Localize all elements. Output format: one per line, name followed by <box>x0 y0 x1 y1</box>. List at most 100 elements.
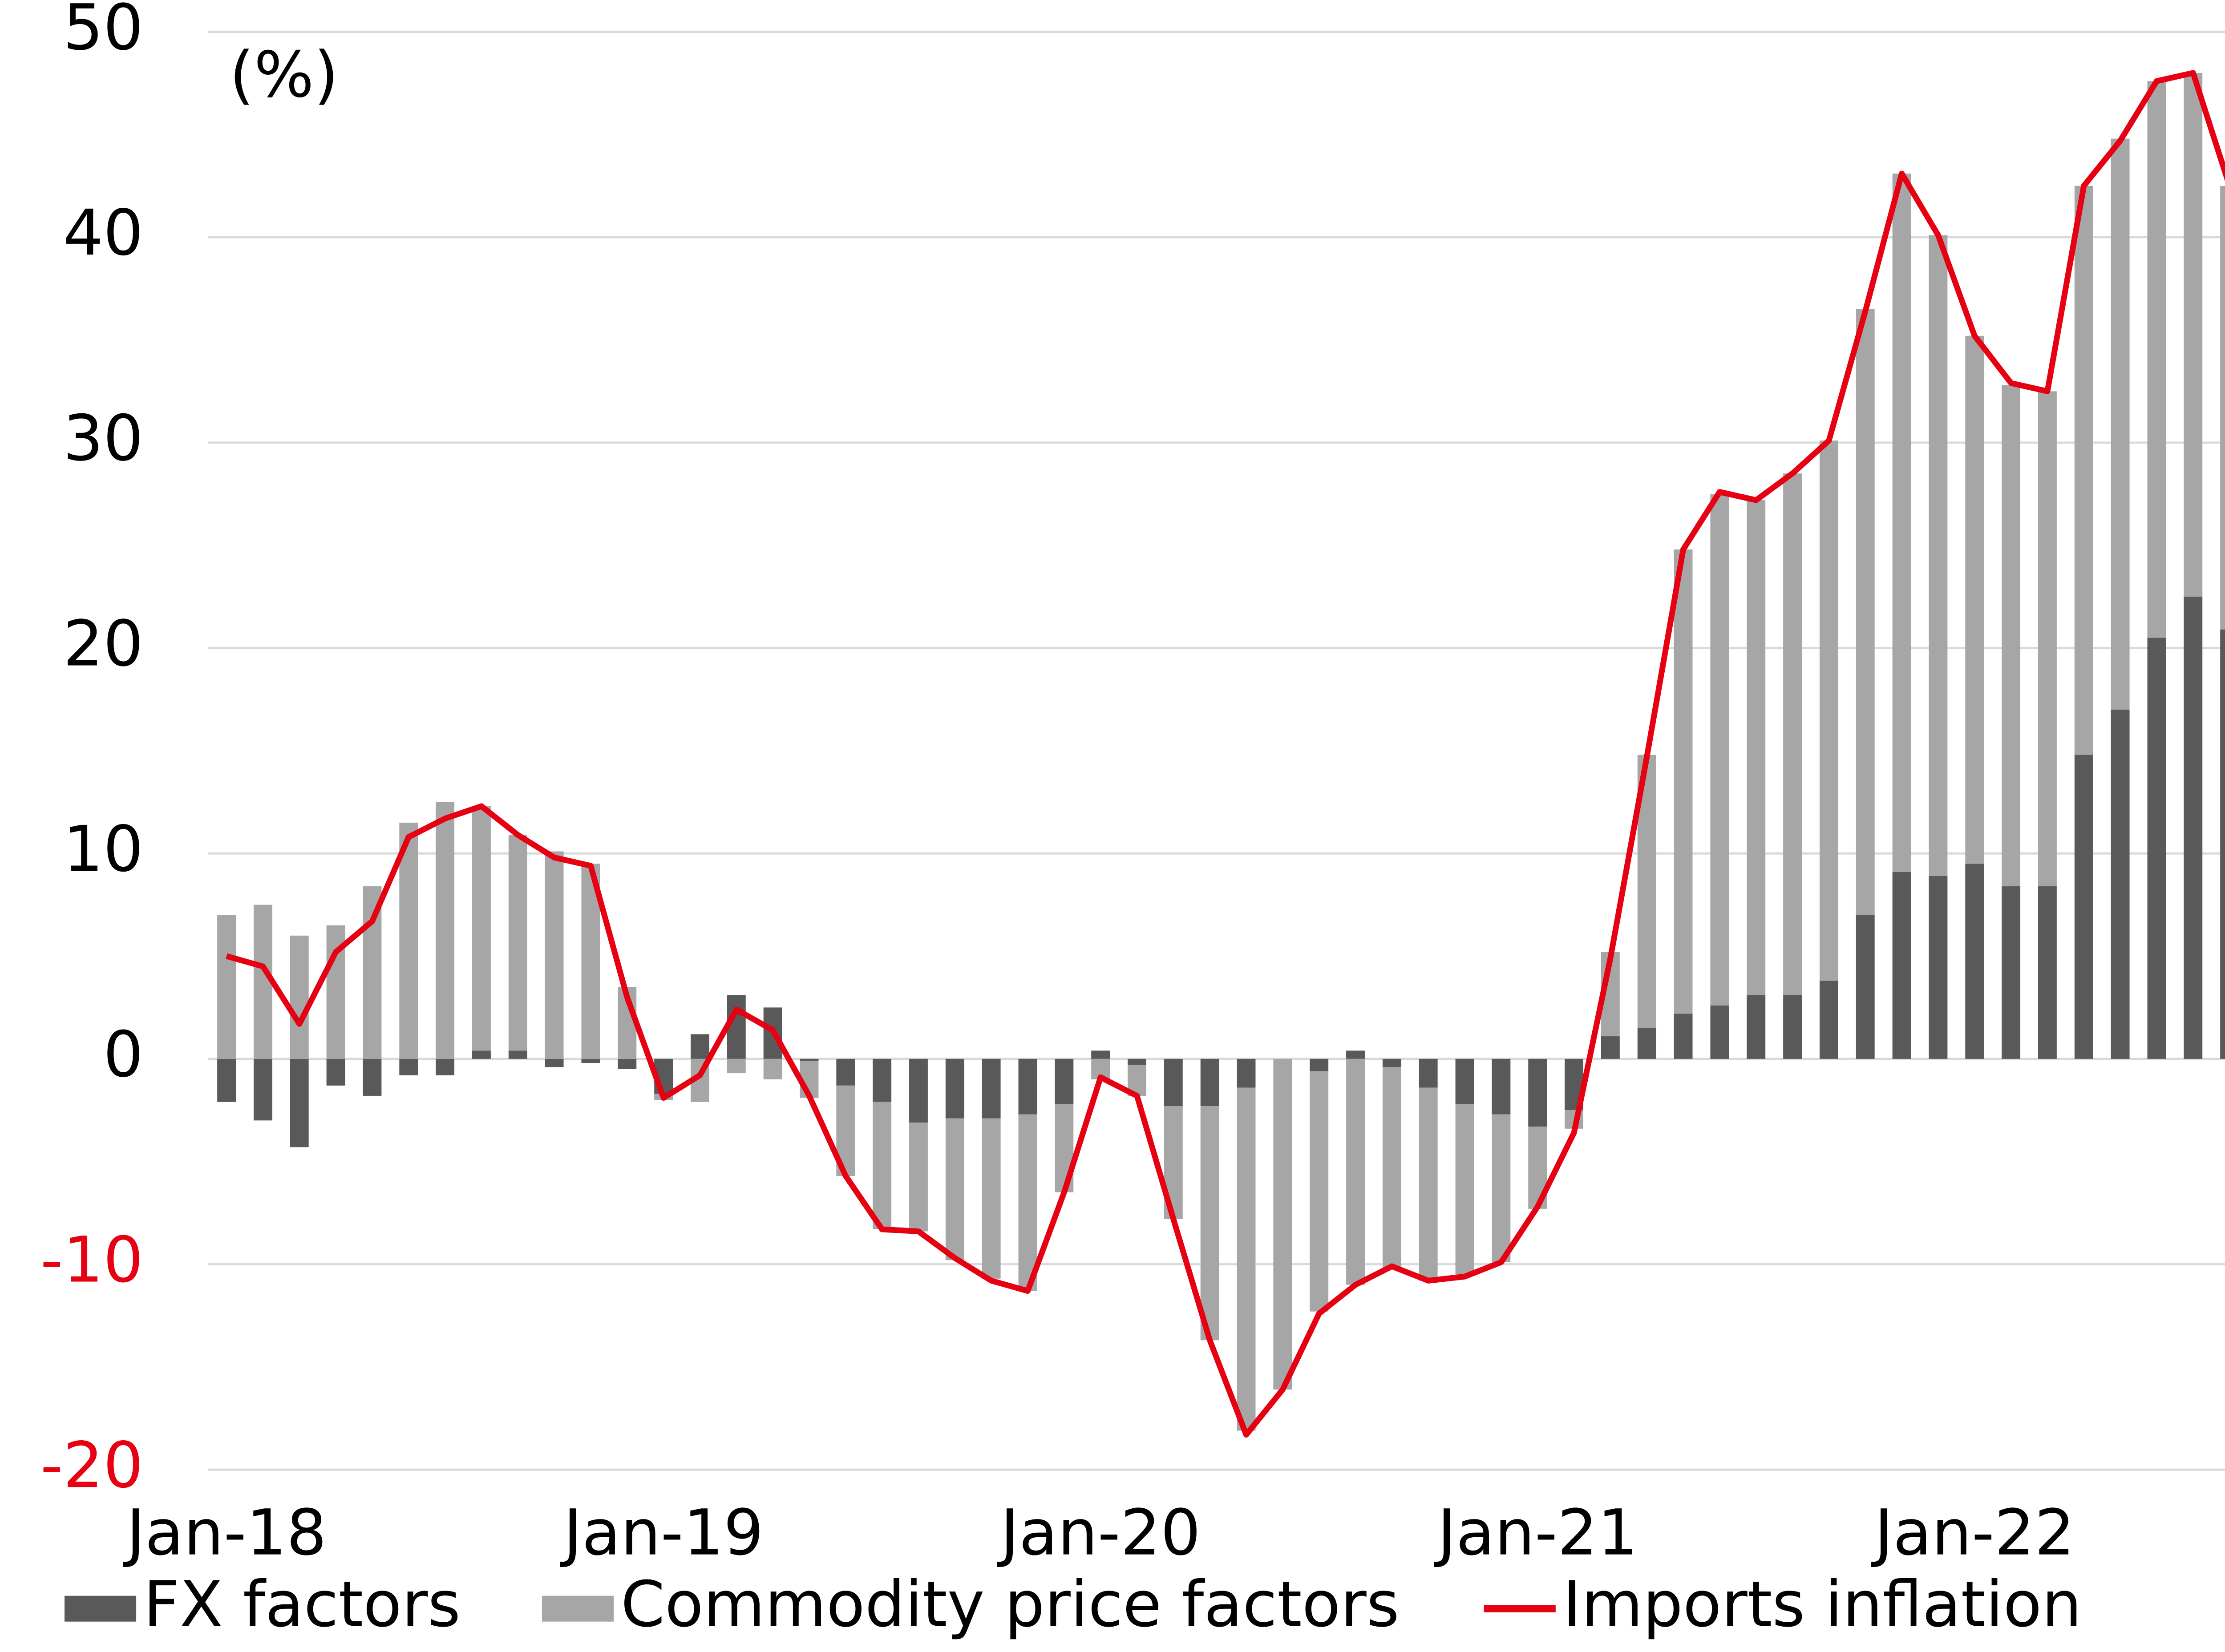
bar <box>1674 1014 1693 1059</box>
bar <box>508 1050 527 1059</box>
bar <box>945 1118 964 1260</box>
bar <box>1091 1050 1110 1059</box>
bar <box>1892 174 1911 872</box>
bar <box>1856 309 1875 915</box>
bar <box>472 806 491 1051</box>
bar <box>1273 1058 1292 1390</box>
bar <box>873 1058 892 1102</box>
bar <box>1747 500 1766 995</box>
legend-swatch <box>542 1595 614 1622</box>
bar <box>1455 1058 1474 1104</box>
bar <box>691 1034 709 1059</box>
bar <box>1237 1087 1256 1431</box>
y-tick-label: 50 <box>63 0 143 65</box>
bar <box>436 1058 455 1075</box>
bar <box>326 1058 345 1086</box>
bar <box>290 1058 309 1147</box>
bar <box>1492 1058 1511 1115</box>
bar <box>836 1058 855 1086</box>
bar <box>1382 1067 1401 1268</box>
bar <box>2220 186 2225 630</box>
bar <box>545 1058 564 1067</box>
bar <box>2038 391 2057 887</box>
bar <box>253 1058 272 1121</box>
bar <box>2184 597 2203 1059</box>
bar <box>363 1058 382 1096</box>
bar <box>945 1058 964 1119</box>
bar <box>253 905 272 1059</box>
bar <box>1819 440 1838 981</box>
bar <box>1819 981 1838 1059</box>
bar <box>1382 1058 1401 1067</box>
unit-annotation: (%) <box>230 38 339 112</box>
x-tick-label: Jan-22 <box>1871 1496 2075 1570</box>
bar <box>1710 1005 1729 1059</box>
bar <box>1128 1058 1146 1065</box>
bar <box>982 1118 1001 1279</box>
bar <box>217 915 236 1059</box>
y-tick-label: 40 <box>63 196 143 270</box>
bar <box>581 1058 600 1063</box>
bar <box>1710 494 1729 1006</box>
bar <box>909 1122 928 1232</box>
bar <box>2002 385 2021 887</box>
bar <box>1018 1114 1037 1291</box>
bar <box>399 1058 418 1075</box>
x-tick-label: Jan-18 <box>123 1496 327 1570</box>
bar <box>1965 335 1984 864</box>
bar <box>1455 1104 1474 1275</box>
line-series <box>226 70 2225 1438</box>
bar <box>2038 886 2057 1059</box>
bar <box>2002 886 2021 1059</box>
bar <box>1419 1087 1438 1281</box>
bar <box>1674 549 1693 1014</box>
bar <box>399 822 418 1059</box>
bar <box>2074 186 2093 755</box>
bar <box>873 1102 892 1230</box>
bar <box>508 835 527 1051</box>
bar <box>1055 1058 1074 1104</box>
bar <box>727 1058 746 1074</box>
bar <box>436 802 455 1059</box>
bar <box>1310 1071 1329 1312</box>
legend-label: FX factors <box>143 1568 461 1641</box>
bar <box>1200 1106 1219 1341</box>
bar <box>727 995 746 1059</box>
bar <box>472 1050 491 1059</box>
x-tick-label: Jan-21 <box>1434 1496 1638 1570</box>
bar <box>618 1058 637 1069</box>
bar <box>1528 1058 1547 1127</box>
y-tick-label: 20 <box>63 607 143 681</box>
bar <box>1310 1058 1329 1071</box>
bar <box>1783 995 1802 1059</box>
bar <box>2074 755 2093 1059</box>
bar <box>1747 995 1766 1059</box>
bar <box>1346 1058 1365 1285</box>
x-tick-label: Jan-19 <box>560 1496 764 1570</box>
bar <box>763 1058 782 1080</box>
bar <box>1965 864 1984 1059</box>
bar <box>1200 1058 1219 1107</box>
bar <box>1856 915 1875 1059</box>
x-tick-label: Jan-20 <box>997 1496 1201 1570</box>
legend-label: Commodity price factors <box>621 1568 1399 1641</box>
bar <box>290 935 309 1059</box>
bar <box>982 1058 1001 1119</box>
bar <box>2147 81 2166 638</box>
bar <box>1346 1050 1365 1059</box>
bar <box>217 1058 236 1102</box>
bar <box>1929 235 1948 876</box>
bar <box>1492 1114 1511 1262</box>
bar <box>1164 1058 1183 1107</box>
y-tick-label: -10 <box>40 1224 144 1297</box>
legend-swatch <box>64 1595 137 1622</box>
y-tick-label: 10 <box>63 812 143 886</box>
bar <box>909 1058 928 1123</box>
bar <box>2184 73 2203 597</box>
y-tick-label: 0 <box>103 1018 143 1091</box>
bar <box>1018 1058 1037 1115</box>
bar <box>2147 638 2166 1059</box>
bar <box>1892 872 1911 1059</box>
